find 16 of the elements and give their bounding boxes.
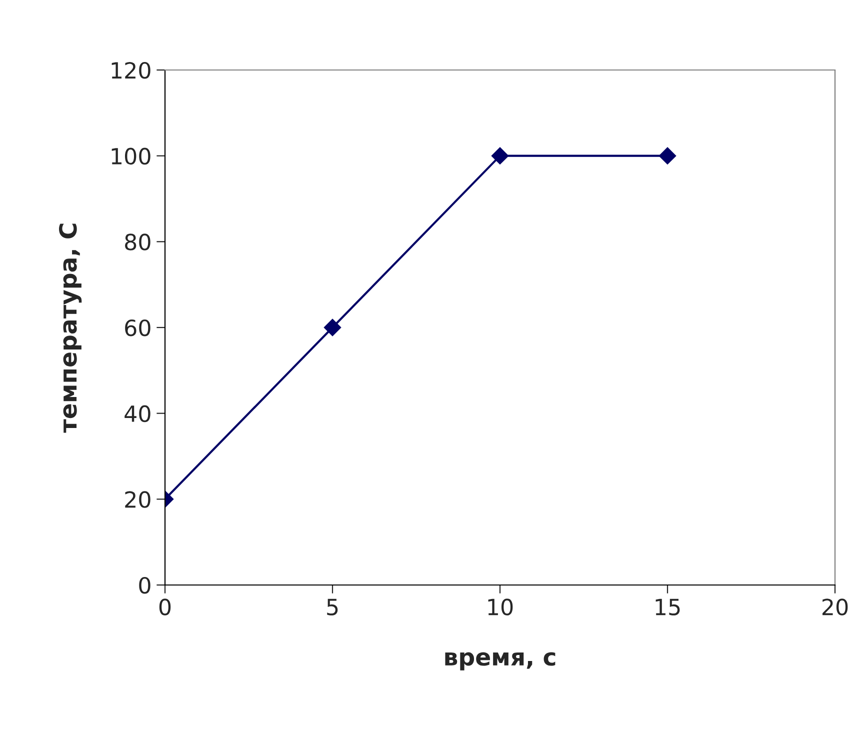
y-tick-label: 80	[125, 234, 150, 250]
point	[658, 147, 676, 164]
x-tick-label: 20	[822, 598, 848, 616]
y-tick-label: 0	[139, 576, 150, 594]
x-tick-label: 15	[656, 598, 680, 616]
point	[491, 147, 509, 164]
y-tick-label: 40	[124, 405, 150, 422]
x-tick-label: 5	[327, 598, 338, 616]
y-axis-title: температура, С	[58, 224, 82, 433]
y-tick-label: 100	[112, 148, 150, 165]
y-tick-label: 60	[125, 319, 150, 336]
x-tick-label: 10	[488, 598, 513, 616]
y-tick-label: 120	[112, 62, 150, 79]
y-tick-label: 20	[125, 491, 150, 508]
x-axis-title: время, с	[445, 652, 556, 670]
x-tick-label: 0	[159, 598, 171, 616]
